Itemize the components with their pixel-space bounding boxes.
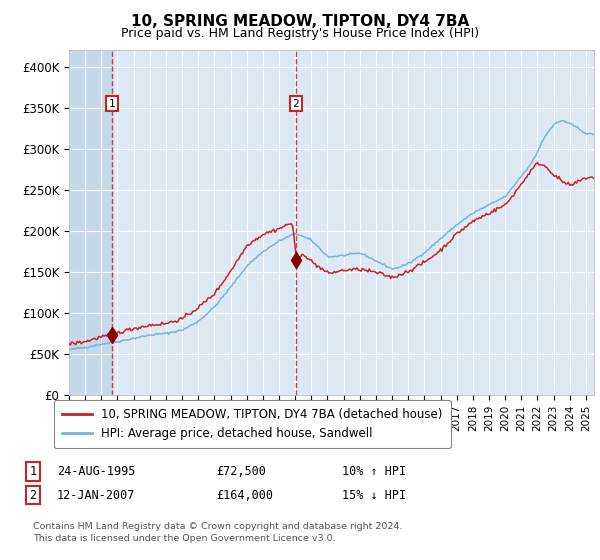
Bar <box>69 50 112 395</box>
Text: 1: 1 <box>109 99 115 109</box>
Text: 12-JAN-2007: 12-JAN-2007 <box>57 488 136 502</box>
Text: 2: 2 <box>29 488 37 502</box>
Text: 10, SPRING MEADOW, TIPTON, DY4 7BA: 10, SPRING MEADOW, TIPTON, DY4 7BA <box>131 14 469 29</box>
Text: This data is licensed under the Open Government Licence v3.0.: This data is licensed under the Open Gov… <box>33 534 335 543</box>
Text: 10% ↑ HPI: 10% ↑ HPI <box>342 465 406 478</box>
Text: Contains HM Land Registry data © Crown copyright and database right 2024.: Contains HM Land Registry data © Crown c… <box>33 522 403 531</box>
Text: £72,500: £72,500 <box>216 465 266 478</box>
Legend: 10, SPRING MEADOW, TIPTON, DY4 7BA (detached house), HPI: Average price, detache: 10, SPRING MEADOW, TIPTON, DY4 7BA (deta… <box>54 400 451 449</box>
Text: 1: 1 <box>29 465 37 478</box>
Text: Price paid vs. HM Land Registry's House Price Index (HPI): Price paid vs. HM Land Registry's House … <box>121 27 479 40</box>
Text: 2: 2 <box>292 99 299 109</box>
Text: 24-AUG-1995: 24-AUG-1995 <box>57 465 136 478</box>
Text: 15% ↓ HPI: 15% ↓ HPI <box>342 488 406 502</box>
Text: £164,000: £164,000 <box>216 488 273 502</box>
